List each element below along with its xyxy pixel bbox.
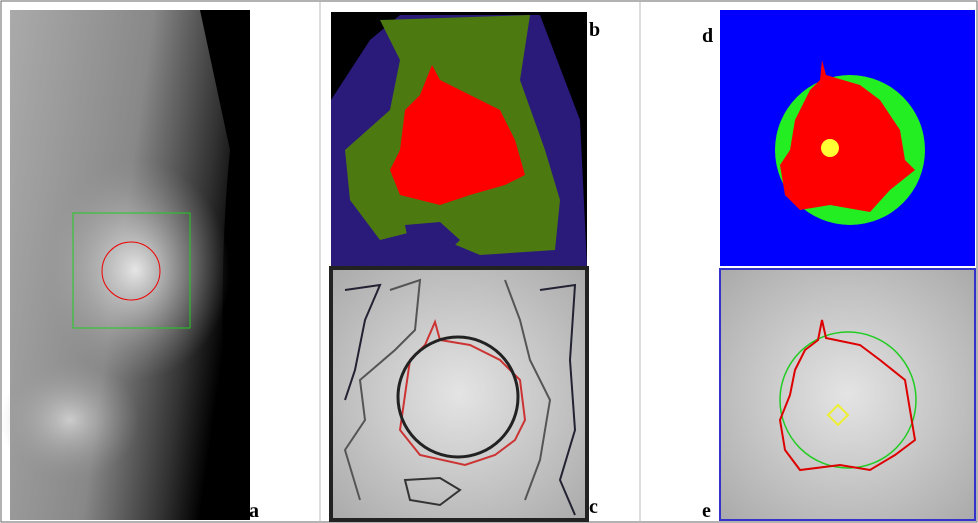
panel-label: e (702, 500, 711, 522)
panel-e-image (719, 268, 976, 521)
panel-b-image (331, 12, 587, 266)
panel-d-image (720, 10, 975, 266)
panel-label: a (249, 500, 259, 522)
panel-label: d (702, 25, 713, 47)
panel-label: b (589, 19, 600, 41)
panel-label: c (589, 496, 598, 518)
panel-a-image (0, 10, 250, 520)
panel-c-image (329, 266, 589, 522)
